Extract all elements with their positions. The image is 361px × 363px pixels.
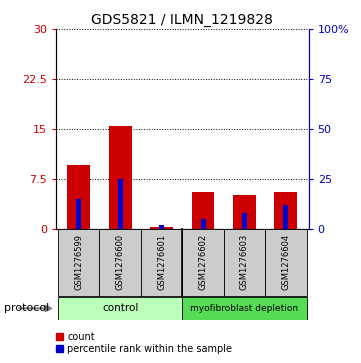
Bar — [141, 229, 182, 296]
Bar — [192, 192, 214, 229]
Text: GSM1276599: GSM1276599 — [74, 234, 83, 290]
Bar — [233, 195, 256, 229]
Text: protocol: protocol — [4, 303, 49, 313]
Bar — [76, 199, 81, 229]
Bar — [58, 229, 99, 296]
Bar — [159, 225, 164, 229]
Legend: count, percentile rank within the sample: count, percentile rank within the sample — [52, 328, 236, 358]
Bar — [182, 297, 306, 320]
Bar — [99, 229, 141, 296]
Bar — [265, 229, 306, 296]
Text: GSM1276603: GSM1276603 — [240, 234, 249, 290]
Text: GSM1276602: GSM1276602 — [199, 234, 208, 290]
Text: GSM1276600: GSM1276600 — [116, 234, 125, 290]
Text: myofibroblast depletion: myofibroblast depletion — [190, 304, 299, 313]
Text: control: control — [102, 303, 138, 313]
Bar — [109, 126, 131, 229]
Bar — [68, 166, 90, 229]
Title: GDS5821 / ILMN_1219828: GDS5821 / ILMN_1219828 — [91, 13, 273, 26]
Text: GSM1276601: GSM1276601 — [157, 234, 166, 290]
Bar — [283, 205, 288, 229]
Bar — [274, 192, 297, 229]
Bar — [200, 219, 205, 229]
Bar — [58, 297, 182, 320]
Bar — [118, 179, 123, 229]
Bar — [242, 213, 247, 229]
Text: GSM1276604: GSM1276604 — [281, 234, 290, 290]
Bar — [182, 229, 224, 296]
Bar — [150, 227, 173, 229]
Bar — [224, 229, 265, 296]
